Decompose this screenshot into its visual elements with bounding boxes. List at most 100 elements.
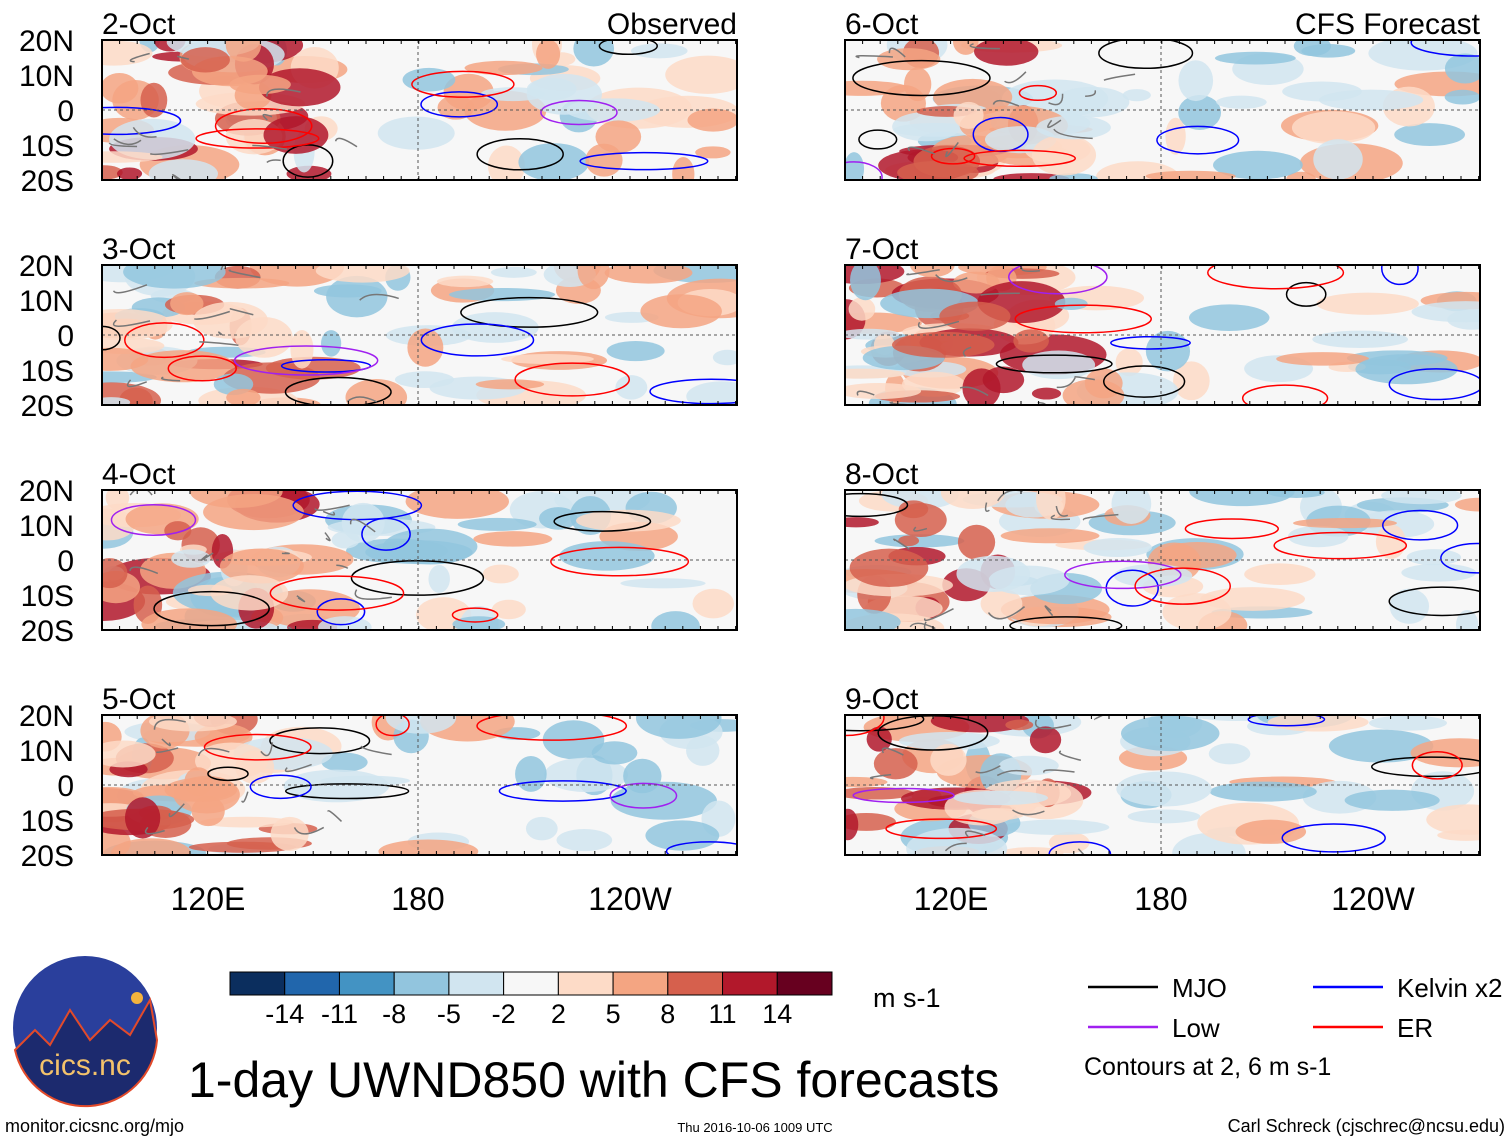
wind-anomaly-blob [405, 490, 509, 519]
contour-line [852, 787, 955, 804]
coastline [346, 396, 378, 403]
contour-line [203, 733, 312, 761]
wind-anomaly-blob [102, 397, 131, 405]
coastline [1058, 750, 1082, 761]
wind-anomaly-blob [180, 47, 230, 73]
coastline [923, 608, 954, 622]
wind-anomaly-blob [102, 508, 136, 541]
wind-anomaly-blob [1355, 354, 1458, 385]
wind-anomaly-blob [845, 608, 901, 630]
wind-anomaly-blob [874, 534, 965, 548]
wind-anomaly-blob [1054, 297, 1088, 310]
wind-anomaly-blob [457, 517, 537, 531]
wind-anomaly-blob [559, 541, 655, 571]
contour-line [1009, 616, 1123, 630]
wind-anomaly-blob [1316, 292, 1419, 315]
wind-anomaly-blob [487, 145, 525, 180]
wind-anomaly-blob [1286, 171, 1316, 180]
wind-anomaly-blob [102, 740, 156, 768]
wind-anomaly-blob [331, 531, 360, 549]
wind-anomaly-blob [1344, 789, 1440, 811]
contour-line [845, 492, 909, 518]
coastline [324, 532, 331, 542]
contour-line [995, 354, 1113, 374]
coastline [869, 773, 892, 780]
coastline [266, 88, 301, 97]
wind-anomaly-blob [591, 741, 638, 765]
wind-anomaly-blob [877, 48, 941, 71]
coastline [893, 538, 910, 550]
wind-anomaly-blob [651, 611, 700, 630]
lon-tick-label: 120E [914, 881, 989, 917]
colorbar-label: -8 [382, 999, 406, 1029]
lat-tick-label: 20S [21, 390, 74, 423]
wind-anomaly-blob [881, 490, 959, 510]
contour-line [514, 362, 630, 397]
contour-line [249, 774, 312, 800]
wind-anomaly-blob [1116, 771, 1212, 807]
coastline [944, 842, 967, 852]
coastline [336, 564, 349, 569]
wind-anomaly-blob [491, 599, 526, 620]
colorbar-label: 2 [551, 999, 566, 1029]
wind-anomaly-blob [102, 165, 123, 180]
wind-anomaly-blob [845, 152, 865, 180]
wind-anomaly-blob [1062, 379, 1125, 405]
wind-anomaly-blob [913, 145, 981, 178]
wind-anomaly-blob [686, 735, 720, 766]
coastline [917, 320, 960, 329]
coastline [987, 606, 1026, 620]
wind-anomaly-blob [930, 743, 967, 776]
contour-line [420, 91, 499, 118]
coastline [126, 379, 147, 388]
contour-line [1380, 265, 1419, 286]
coastline [1074, 376, 1095, 381]
colorbar-swatch [612, 971, 669, 996]
contour-line [1008, 265, 1108, 295]
colorbar-swatch [393, 971, 450, 996]
contour-line [460, 296, 599, 328]
wind-anomaly-blob [1178, 60, 1214, 102]
wind-anomaly-blob [437, 95, 475, 120]
coastline [293, 826, 325, 835]
coastline [172, 173, 183, 180]
lat-tick-label: 20S [21, 615, 74, 648]
contour-line [649, 378, 737, 405]
wind-anomaly-blob [102, 73, 139, 104]
coastline [284, 763, 312, 773]
contour-line [282, 144, 334, 178]
contour-line [280, 358, 372, 373]
wind-anomaly-blob [686, 381, 737, 405]
contour-line [284, 376, 392, 405]
coastline [112, 319, 151, 327]
coastline [168, 803, 185, 818]
wind-anomaly-blob [1173, 361, 1210, 401]
wind-anomaly-blob [573, 40, 615, 67]
footer-url: monitor.cicsnc.org/mjo [5, 1116, 184, 1136]
panel-date: 5-Oct [102, 683, 176, 716]
wind-anomaly-blob [645, 820, 720, 851]
wind-anomaly-blob [604, 265, 693, 284]
contour-line [1064, 560, 1182, 590]
contour-line [269, 575, 405, 611]
lat-tick-label: 10S [21, 580, 74, 613]
colorbar-label: 8 [660, 999, 675, 1029]
legend: MJO Kelvin x2 Low ER [1088, 973, 1503, 1043]
wind-anomaly-blob [894, 503, 947, 538]
lat-tick-label: 20S [21, 165, 74, 198]
contour-line [1371, 756, 1480, 778]
contour-line [350, 559, 485, 596]
wind-anomaly-blob [971, 808, 1025, 821]
wind-anomaly-blob [695, 146, 731, 159]
contour-line [845, 161, 883, 180]
colorbar-swatch [284, 971, 340, 996]
coastline [349, 518, 376, 533]
contour-line [1388, 586, 1480, 617]
panel-frame [101, 39, 738, 181]
coastline [1004, 71, 1027, 84]
wind-anomaly-blob [290, 329, 314, 369]
wind-anomaly-blob [1127, 809, 1201, 824]
colorbar-label: 5 [606, 999, 621, 1029]
coastline [980, 292, 1020, 296]
